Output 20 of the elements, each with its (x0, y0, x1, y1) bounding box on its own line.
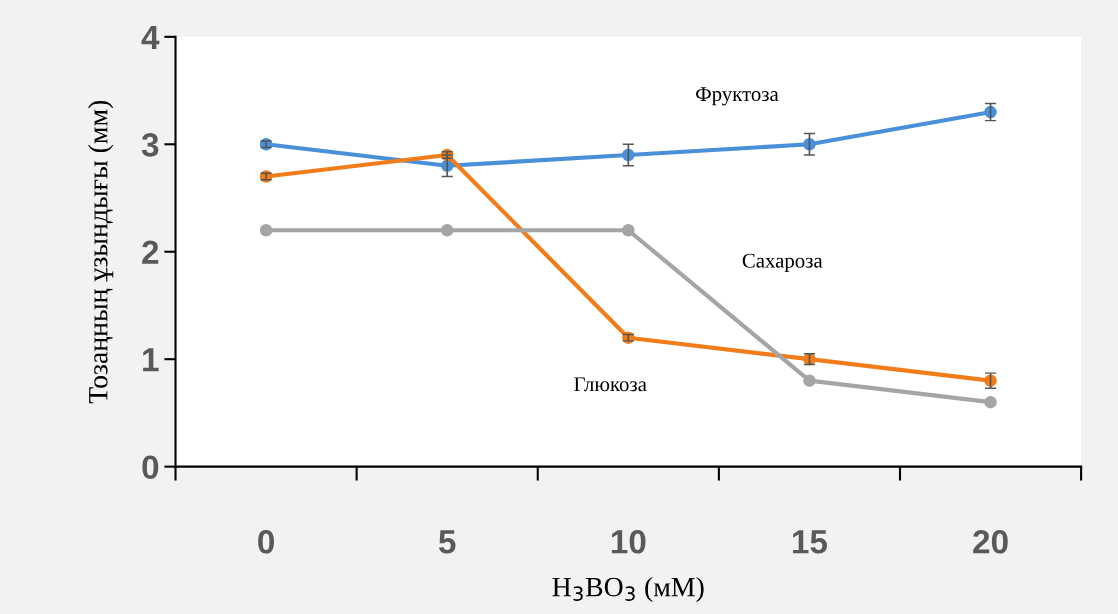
x-tick-label: 5 (438, 530, 456, 554)
y-tick-label: 1 (143, 348, 159, 372)
point (622, 223, 635, 237)
y-tick-label: 4 (141, 25, 160, 49)
series-label: Фруктоза (696, 87, 779, 106)
series-label: Глюкоза (574, 377, 647, 392)
y-tick-label: 2 (142, 240, 159, 264)
x-tick-label: 20 (973, 530, 1008, 554)
x-tick-label: 15 (792, 530, 828, 554)
y-tick-label: 0 (142, 455, 159, 480)
point (440, 223, 454, 237)
point (803, 374, 816, 387)
point (259, 223, 273, 237)
x-tick-label: 10 (611, 530, 646, 554)
y-tick-label: 3 (141, 133, 159, 157)
y-axis-title: Тозаңның ұзындығы (мм) (88, 100, 114, 404)
x-axis-title: H$_{3}$BO$_{3}$ (мМ) (552, 576, 704, 603)
point (984, 395, 997, 409)
x-tick-label: 0 (258, 530, 274, 554)
series-label: Сахароза (742, 253, 823, 272)
